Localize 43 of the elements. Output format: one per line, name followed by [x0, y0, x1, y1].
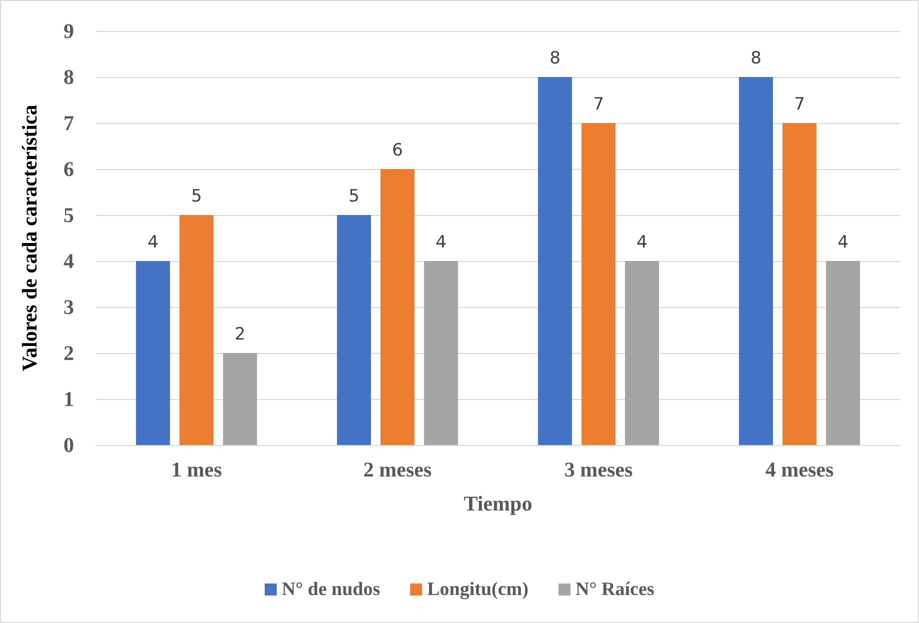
y-axis-title: Valores de cada característica [18, 104, 42, 372]
data-label: 8 [550, 48, 560, 68]
bar [223, 353, 258, 445]
x-axis-title: Tiempo [464, 492, 532, 516]
bar [136, 261, 170, 445]
y-tick-label: 9 [64, 19, 74, 43]
bar [826, 261, 860, 445]
bar [582, 123, 616, 445]
legend-label: N° Raíces [575, 579, 654, 600]
y-tick-label: 4 [64, 249, 74, 273]
y-tick-label: 3 [64, 295, 74, 319]
y-tick-label: 0 [64, 433, 74, 457]
x-tick-label: 4 meses [765, 458, 834, 482]
bar [738, 77, 773, 445]
y-tick-label: 5 [64, 203, 74, 227]
data-label: 5 [348, 186, 360, 206]
legend-label: Longitu(cm) [427, 579, 528, 600]
bar [380, 169, 414, 445]
y-tick-label: 6 [64, 157, 74, 181]
bar [625, 261, 660, 445]
bar [782, 123, 816, 445]
data-label: 2 [234, 324, 246, 344]
x-tick-label: 3 meses [564, 458, 633, 482]
data-label: 4 [636, 232, 648, 252]
data-label: 7 [593, 94, 604, 114]
x-tick-label: 2 meses [363, 458, 432, 482]
legend-label: N° de nudos [282, 579, 380, 600]
data-label: 8 [750, 48, 762, 68]
data-label: 4 [436, 232, 446, 252]
data-label: 7 [794, 94, 805, 114]
data-label: 4 [838, 232, 848, 252]
y-tick-label: 8 [64, 65, 74, 89]
y-tick-label: 7 [64, 111, 74, 135]
y-tick-label: 1 [64, 387, 74, 411]
data-label: 4 [148, 232, 158, 252]
x-tick-label: 1 mes [171, 458, 222, 482]
data-label: 5 [191, 186, 202, 206]
bar [538, 77, 572, 445]
y-tick-label: 2 [64, 341, 74, 365]
data-label: 6 [392, 140, 403, 160]
bar [424, 261, 458, 445]
bar [336, 215, 371, 445]
bar [180, 215, 214, 445]
